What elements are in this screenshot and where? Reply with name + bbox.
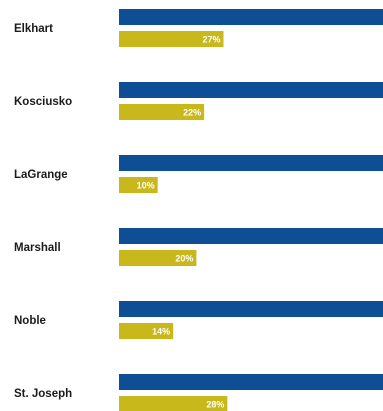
bar-group-st-joseph: St. Joseph88%28% bbox=[14, 374, 383, 411]
bar-kosciusko-series-1 bbox=[119, 82, 383, 98]
value-label-st-joseph-series-2: 28% bbox=[206, 399, 224, 409]
bar-group-lagrange: LaGrange93%10% bbox=[14, 155, 383, 193]
bar-group-marshall: Marshall85%20% bbox=[14, 228, 383, 266]
value-label-lagrange-series-2: 10% bbox=[137, 180, 155, 190]
bar-group-noble: Noble85%14% bbox=[14, 301, 383, 339]
bar-lagrange-series-1 bbox=[119, 155, 383, 171]
category-label-kosciusko: Kosciusko bbox=[14, 96, 72, 108]
bar-elkhart-series-2 bbox=[119, 31, 224, 47]
value-label-noble-series-2: 14% bbox=[152, 326, 170, 336]
bar-st-joseph-series-1 bbox=[119, 374, 383, 390]
category-label-st-joseph: St. Joseph bbox=[14, 388, 72, 400]
value-label-kosciusko-series-2: 22% bbox=[183, 107, 201, 117]
bar-noble-series-2 bbox=[119, 323, 174, 339]
category-label-marshall: Marshall bbox=[14, 242, 61, 254]
bar-group-elkhart: Elkhart81%27% bbox=[14, 9, 383, 47]
bar-marshall-series-2 bbox=[119, 250, 197, 266]
bar-group-kosciusko: Kosciusko85%22% bbox=[14, 82, 383, 120]
category-label-lagrange: LaGrange bbox=[14, 169, 68, 181]
category-label-noble: Noble bbox=[14, 315, 46, 327]
bar-elkhart-series-1 bbox=[119, 9, 383, 25]
value-label-elkhart-series-2: 27% bbox=[202, 34, 220, 44]
bar-st-joseph-series-2 bbox=[119, 396, 228, 411]
bar-lagrange-series-2 bbox=[119, 177, 158, 193]
bar-kosciusko-series-2 bbox=[119, 104, 205, 120]
value-label-marshall-series-2: 20% bbox=[175, 253, 193, 263]
bar-noble-series-1 bbox=[119, 301, 383, 317]
category-label-elkhart: Elkhart bbox=[14, 23, 53, 35]
bar-marshall-series-1 bbox=[119, 228, 383, 244]
